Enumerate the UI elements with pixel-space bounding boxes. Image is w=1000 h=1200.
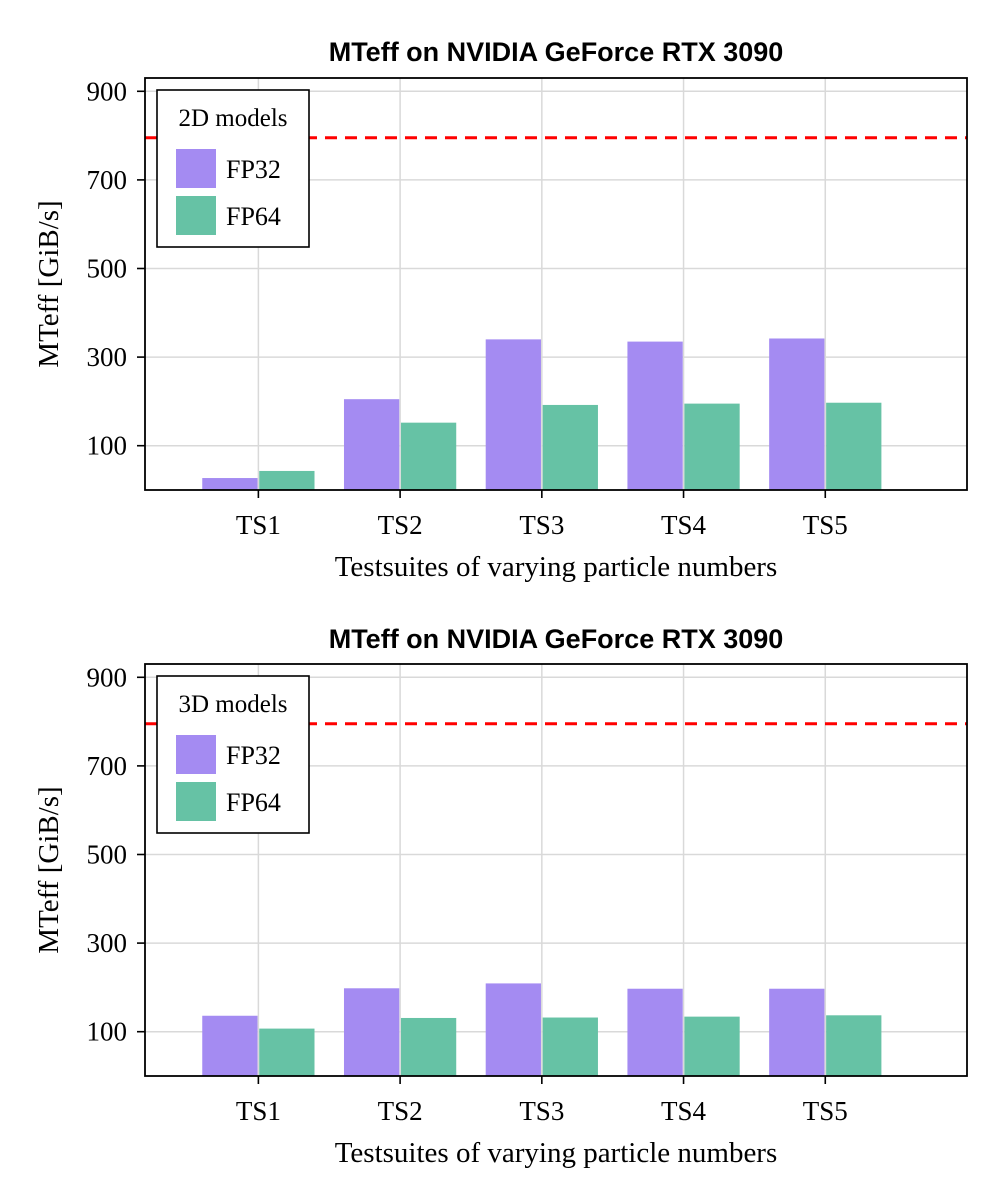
legend-swatch-fp32	[176, 149, 216, 188]
y-tick-label: 500	[87, 253, 128, 283]
legend-title: 3D models	[178, 691, 287, 718]
legend-swatch-fp64	[176, 196, 216, 235]
bar-fp64-ts1	[259, 470, 315, 490]
bar-fp32-ts4	[627, 988, 683, 1076]
legend-title: 2D models	[178, 105, 287, 132]
x-tick-label: TS2	[378, 1096, 423, 1126]
bar-fp64-ts5	[826, 402, 882, 490]
legend-label-fp32: FP32	[226, 741, 281, 770]
legend-label-fp32: FP32	[226, 155, 281, 184]
legend-label-fp64: FP64	[226, 202, 281, 231]
bar-fp64-ts2	[400, 422, 457, 490]
chart-panel-1: MTeff on NVIDIA GeForce RTX 3090 TS1 TS2 TS…	[33, 37, 968, 583]
plot-frame	[144, 663, 968, 1077]
bar-fp32-ts2	[343, 988, 400, 1076]
x-tick-label: TS4	[661, 1096, 707, 1126]
bar-fp32-ts3	[485, 339, 541, 490]
bar-fp32-ts4	[627, 341, 683, 490]
x-tick-label: TS4	[661, 510, 707, 540]
legend: 3D models FP32 FP64	[156, 675, 310, 834]
y-axis-label: MTeff [GiB/s]	[33, 200, 65, 367]
plot-frame	[144, 77, 968, 491]
bar-fp32-ts1	[202, 478, 258, 490]
chart-panel-2: MTeff on NVIDIA GeForce RTX 3090 TS1 TS2 TS…	[33, 624, 968, 1169]
x-tick-label: TS3	[519, 510, 564, 540]
bar-fp32-ts5	[769, 988, 825, 1076]
x-axis-label: Testsuites of varying particle numbers	[335, 551, 778, 583]
y-tick-label: 500	[87, 839, 128, 869]
x-tick-label: TS2	[378, 510, 423, 540]
y-axis-label: MTeff [GiB/s]	[33, 786, 65, 953]
y-tick-label: 900	[87, 662, 128, 692]
x-tick-label: TS1	[236, 510, 281, 540]
bar-fp64-ts4	[684, 1016, 740, 1076]
x-tick-label: TS5	[803, 1096, 848, 1126]
y-tick-label: 700	[87, 751, 128, 781]
y-tick-label: 300	[87, 928, 128, 958]
y-tick-label: 700	[87, 165, 128, 195]
chart-title: MTeff on NVIDIA GeForce RTX 3090	[329, 624, 784, 654]
y-tick-label: 100	[87, 1017, 128, 1047]
x-tick-label: TS5	[803, 510, 848, 540]
bar-fp64-ts2	[400, 1017, 457, 1076]
x-tick-label: TS1	[236, 1096, 281, 1126]
x-tick-label: TS3	[519, 1096, 564, 1126]
bar-fp32-ts2	[343, 399, 400, 490]
legend: 2D models FP32 FP64	[156, 89, 310, 248]
y-tick-label: 100	[87, 431, 128, 461]
bar-fp64-ts5	[826, 1015, 882, 1076]
bar-fp64-ts1	[259, 1028, 315, 1076]
legend-swatch-fp32	[176, 735, 216, 774]
chart-title: MTeff on NVIDIA GeForce RTX 3090	[329, 37, 784, 67]
bar-fp32-ts3	[485, 983, 541, 1076]
bar-fp64-ts4	[684, 403, 740, 490]
x-axis-label: Testsuites of varying particle numbers	[335, 1137, 778, 1169]
bar-fp32-ts1	[202, 1015, 258, 1076]
bar-fp32-ts5	[769, 338, 825, 490]
legend-label-fp64: FP64	[226, 788, 281, 817]
legend-swatch-fp64	[176, 782, 216, 821]
y-tick-label: 900	[87, 76, 128, 106]
bar-fp64-ts3	[542, 404, 598, 490]
y-tick-label: 300	[87, 342, 128, 372]
bar-fp64-ts3	[542, 1017, 598, 1076]
